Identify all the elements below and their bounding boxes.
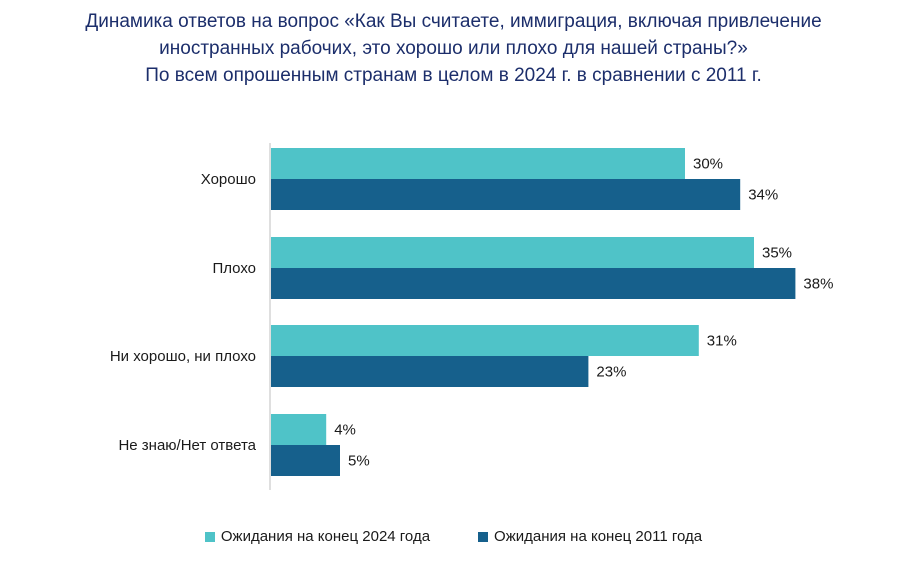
legend-swatch-2024 <box>204 531 215 542</box>
legend-item-2011: Ожидания на конец 2011 года <box>478 528 702 545</box>
legend-item-2024: Ожидания на конец 2024 года <box>204 528 431 545</box>
category-label-3: Не знаю/Нет ответа <box>118 437 256 454</box>
data-label-series-1-category-3: 5% <box>348 453 370 470</box>
legend-swatch-2011 <box>478 531 489 542</box>
category-label-0: Хорошо <box>201 171 256 188</box>
data-label-series-1-category-2: 23% <box>596 364 626 381</box>
data-label-series-1-category-0: 34% <box>748 187 778 204</box>
category-label-1: Плохо <box>212 260 256 277</box>
category-label-2: Ни хорошо, ни плохо <box>110 348 256 365</box>
chart-title-line-2: иностранных рабочих, это хорошо или плох… <box>159 38 748 59</box>
data-label-series-0-category-3: 4% <box>334 422 356 439</box>
bar-series-1-category-1 <box>271 268 796 299</box>
legend: Ожидания на конец 2024 года Ожидания на … <box>0 528 907 545</box>
data-label-series-1-category-1: 38% <box>803 276 833 293</box>
legend-label-2024: Ожидания на конец 2024 года <box>220 528 431 545</box>
data-label-series-0-category-1: 35% <box>762 245 792 262</box>
bar-series-0-category-1 <box>271 237 754 268</box>
bar-series-1-category-3 <box>271 445 340 476</box>
bar-series-0-category-3 <box>271 414 327 445</box>
bar-series-1-category-2 <box>271 356 589 387</box>
bar-series-0-category-2 <box>271 325 699 356</box>
chart-title-line-3: По всем опрошенным странам в целом в 202… <box>145 65 762 86</box>
bar-series-0-category-0 <box>271 148 685 179</box>
data-label-series-0-category-0: 30% <box>693 156 723 173</box>
data-label-series-0-category-2: 31% <box>707 333 737 350</box>
legend-label-2011: Ожидания на конец 2011 года <box>494 528 703 545</box>
bar-series-1-category-0 <box>271 179 741 210</box>
chart-title: Динамика ответов на вопрос «Как Вы счита… <box>0 8 907 89</box>
chart-title-line-1: Динамика ответов на вопрос «Как Вы счита… <box>85 11 822 32</box>
